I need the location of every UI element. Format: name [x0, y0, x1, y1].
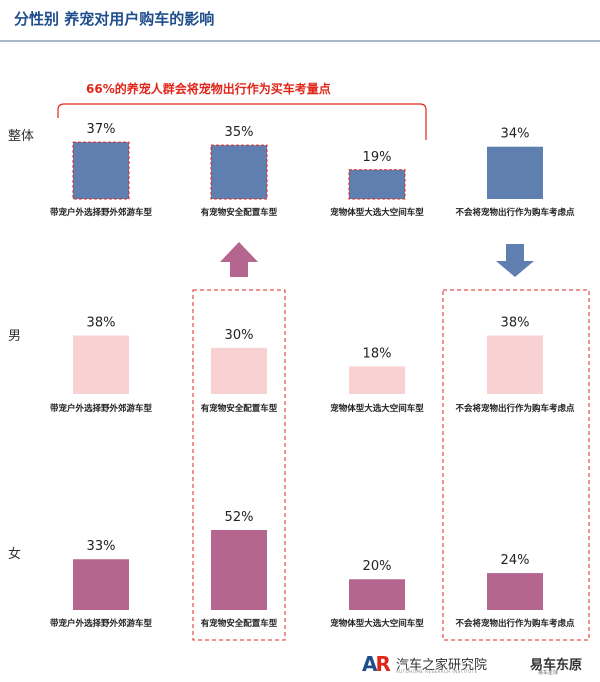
- value-label-female-4: 24%: [501, 553, 530, 568]
- value-label-overall-3: 19%: [363, 150, 392, 165]
- category-label-male-3: 宠物体型大选大空间车型: [330, 403, 424, 414]
- value-label-overall-2: 35%: [225, 125, 254, 140]
- category-label-male-2: 有宠物安全配置车型: [201, 403, 278, 414]
- bar-female-4: [487, 573, 543, 610]
- category-label-female-2: 有宠物安全配置车型: [201, 618, 278, 629]
- autohome-logo-icon: AR: [362, 652, 391, 676]
- bar-overall-1: [72, 141, 130, 200]
- value-label-male-2: 30%: [225, 328, 254, 343]
- page-title: 分性别 养宠对用户购车的影响: [14, 10, 215, 28]
- logo-text: 汽车之家研究院: [396, 658, 488, 673]
- category-label-male-1: 带宠户外选择野外郊游车型: [50, 403, 153, 414]
- bar-male-1: [73, 335, 129, 394]
- bar-male-4: [487, 335, 543, 394]
- logo-footer: AR 汽车之家研究院 AUTOHOME RESEARCH INSTITUTE 易…: [362, 652, 592, 678]
- bar-female-1: [73, 559, 129, 610]
- bar-overall-3: [348, 169, 406, 200]
- down-arrow-icon: [496, 244, 534, 277]
- row-label-female: 女: [8, 547, 22, 562]
- category-label-overall-1: 带宠户外选择野外郊游车型: [50, 207, 153, 218]
- category-label-female-1: 带宠户外选择野外郊游车型: [50, 618, 153, 629]
- up-arrow-icon: [220, 242, 258, 277]
- bar-overall-2: [210, 144, 268, 200]
- annotation-66-percent: 66%的养宠人群会将宠物出行作为买车考量点: [86, 82, 331, 96]
- highlight-box-not-consider: [442, 289, 590, 641]
- category-label-overall-2: 有宠物安全配置车型: [201, 207, 278, 218]
- category-label-male-4: 不会将宠物出行作为购车考虑点: [455, 403, 575, 414]
- value-label-overall-1: 37%: [87, 122, 116, 137]
- bar-female-2: [211, 530, 267, 610]
- category-label-female-3: 宠物体型大选大空间车型: [330, 618, 424, 629]
- partner-logo-text: 易车东原: [530, 658, 583, 673]
- value-label-female-2: 52%: [225, 510, 254, 525]
- category-label-overall-3: 宠物体型大选大空间车型: [330, 207, 424, 218]
- annotation-bracket: [57, 103, 427, 140]
- value-label-overall-4: 34%: [501, 127, 530, 142]
- value-label-male-4: 38%: [501, 316, 530, 331]
- partner-logo-subtext: 易车星球: [538, 670, 559, 676]
- bar-overall-4: [487, 146, 543, 199]
- bar-female-3: [349, 579, 405, 610]
- row-label-overall: 整体: [8, 129, 35, 144]
- logo-subtext: AUTOHOME RESEARCH INSTITUTE: [396, 669, 478, 674]
- value-label-female-3: 20%: [363, 559, 392, 574]
- value-label-male-1: 38%: [87, 316, 116, 331]
- row-label-male: 男: [8, 329, 22, 344]
- bar-male-2: [211, 347, 267, 394]
- value-label-male-3: 18%: [363, 346, 392, 361]
- category-label-female-4: 不会将宠物出行作为购车考虑点: [455, 618, 575, 629]
- bar-male-3: [349, 366, 405, 394]
- category-label-overall-4: 不会将宠物出行作为购车考虑点: [455, 207, 575, 218]
- title-divider: [0, 40, 600, 42]
- value-label-female-1: 33%: [87, 539, 116, 554]
- highlight-box-safety: [192, 289, 286, 641]
